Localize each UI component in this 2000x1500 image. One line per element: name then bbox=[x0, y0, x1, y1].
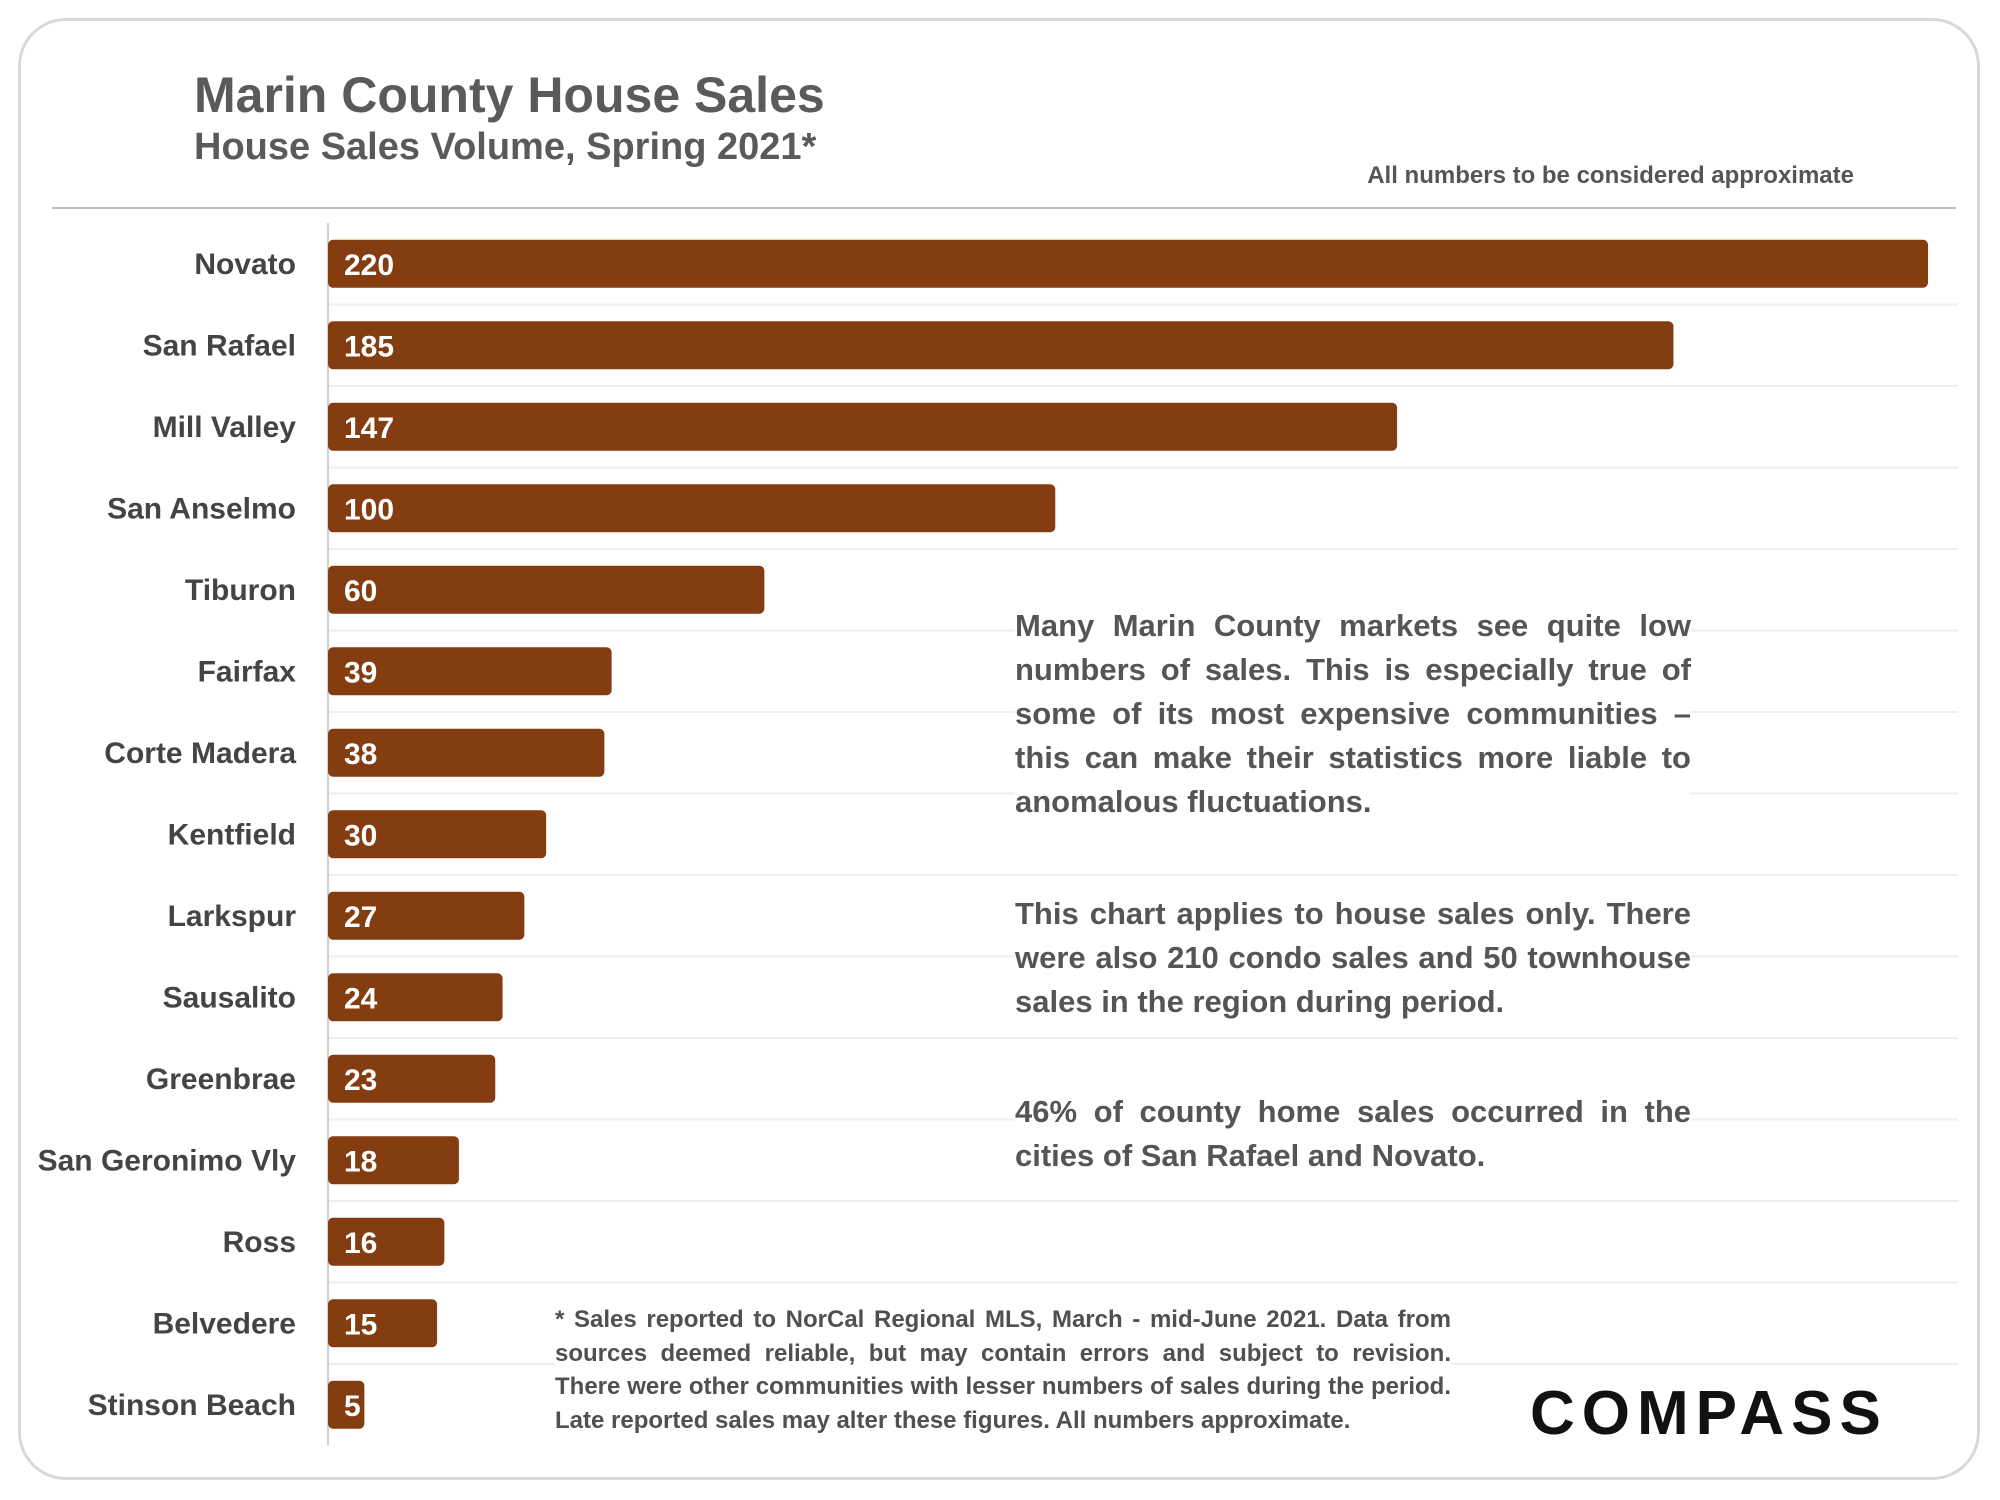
bar-tiburon bbox=[328, 565, 765, 614]
bar-corte-madera bbox=[328, 728, 605, 777]
bar-value-label: 39 bbox=[344, 656, 377, 689]
category-label: Stinson Beach bbox=[88, 1389, 296, 1422]
category-label: Fairfax bbox=[198, 655, 297, 688]
annotation-low-sales: Many Marin County markets see quite low … bbox=[1015, 604, 1691, 824]
bar-value-label: 27 bbox=[344, 901, 377, 934]
category-label: San Geronimo Vly bbox=[38, 1144, 297, 1177]
bar-larkspur bbox=[328, 891, 525, 940]
chart-title: Marin County House Sales bbox=[194, 67, 825, 123]
bar-mill-valley bbox=[328, 402, 1398, 451]
bar-novato bbox=[328, 239, 1928, 288]
category-label: Novato bbox=[194, 248, 296, 281]
category-label: San Rafael bbox=[143, 329, 296, 362]
compass-logo-text: COMPASS bbox=[1530, 1379, 1888, 1448]
bar-san-anselmo bbox=[328, 484, 1056, 533]
bar-value-label: 100 bbox=[344, 493, 394, 526]
bar-fairfax bbox=[328, 647, 612, 696]
bar-value-label: 23 bbox=[344, 1064, 377, 1097]
bar-value-label: 220 bbox=[344, 249, 394, 282]
annotation-percent-share: 46% of county home sales occurred in the… bbox=[1015, 1090, 1691, 1178]
category-label: San Anselmo bbox=[107, 492, 296, 525]
category-label: Corte Madera bbox=[104, 737, 296, 770]
category-label: Tiburon bbox=[185, 574, 296, 607]
footnote: * Sales reported to NorCal Regional MLS,… bbox=[555, 1303, 1451, 1437]
category-label: Ross bbox=[223, 1226, 296, 1259]
bar-value-label: 24 bbox=[344, 982, 378, 1015]
category-label: Sausalito bbox=[163, 981, 296, 1014]
bar-value-label: 15 bbox=[344, 1308, 377, 1341]
bar-value-label: 147 bbox=[344, 412, 394, 445]
bar-ross bbox=[328, 1217, 445, 1266]
bar-belvedere bbox=[328, 1299, 438, 1348]
bar-value-label: 30 bbox=[344, 819, 377, 852]
category-label: Mill Valley bbox=[153, 411, 297, 444]
category-label: Kentfield bbox=[168, 818, 296, 851]
bar-kentfield bbox=[328, 810, 547, 859]
bar-value-label: 60 bbox=[344, 575, 377, 608]
category-label: Larkspur bbox=[168, 900, 297, 933]
category-label: Greenbrae bbox=[146, 1063, 296, 1096]
approximate-note: All numbers to be considered approximate bbox=[1367, 162, 1854, 189]
bar-san-rafael bbox=[328, 321, 1674, 370]
bar-sausalito bbox=[328, 973, 503, 1022]
annotation-house-only: This chart applies to house sales only. … bbox=[1015, 892, 1691, 1024]
category-label: Belvedere bbox=[153, 1307, 296, 1340]
bar-value-label: 38 bbox=[344, 738, 377, 771]
bar-stinson-beach bbox=[328, 1380, 365, 1429]
bar-value-label: 185 bbox=[344, 330, 394, 363]
bar-san-geronimo-vly bbox=[328, 1136, 459, 1185]
header-divider bbox=[52, 207, 1956, 209]
compass-logo: COMPASS bbox=[1530, 1378, 1888, 1449]
bar-value-label: 16 bbox=[344, 1227, 377, 1260]
bar-value-label: 5 bbox=[344, 1390, 361, 1423]
bar-greenbrae bbox=[328, 1054, 496, 1103]
bar-value-label: 18 bbox=[344, 1145, 377, 1178]
chart-subtitle: House Sales Volume, Spring 2021* bbox=[194, 126, 817, 168]
